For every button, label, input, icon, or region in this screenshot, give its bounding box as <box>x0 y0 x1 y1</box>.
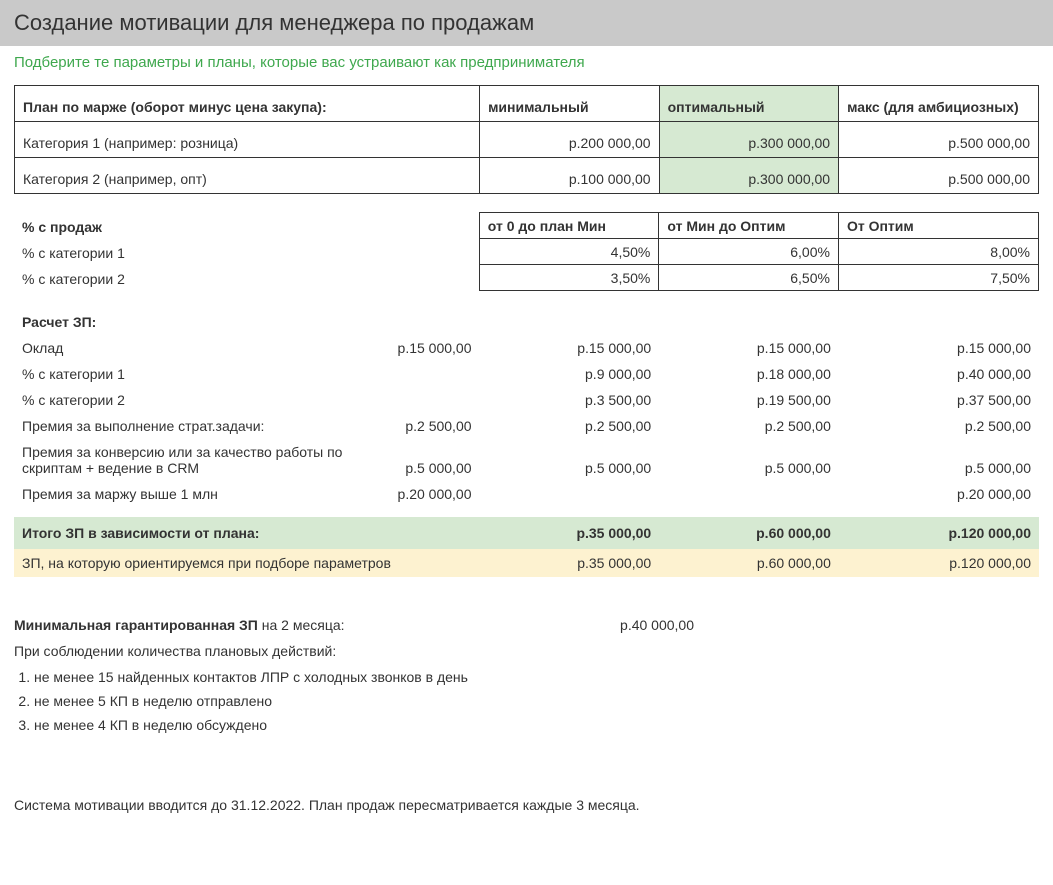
table-row: % с категории 1 р.9 000,00 р.18 000,00 р… <box>14 361 1039 387</box>
table-row: % с категории 2 р.3 500,00 р.19 500,00 р… <box>14 387 1039 413</box>
calc-label: % с категории 1 <box>14 361 361 387</box>
calc-cell: р.9 000,00 <box>480 361 660 387</box>
margin-cell: р.500 000,00 <box>839 158 1039 194</box>
calc-base: р.5 000,00 <box>361 439 479 481</box>
target-label: ЗП, на которую ориентируемся при подборе… <box>14 549 480 577</box>
margin-cell: р.300 000,00 <box>659 158 839 194</box>
list-item: не менее 15 найденных контактов ЛПР с хо… <box>34 665 1039 689</box>
calc-cell: р.5 000,00 <box>659 439 839 481</box>
calc-label: Премия за маржу выше 1 млн <box>14 481 361 507</box>
guarantee-value: р.40 000,00 <box>574 617 694 633</box>
margin-col-max: макс (для амбициозных) <box>839 86 1039 122</box>
percent-cell: 7,50% <box>838 265 1038 291</box>
salary-calc-table: Расчет ЗП: Оклад р.15 000,00 р.15 000,00… <box>14 309 1039 577</box>
margin-col-opt: оптимальный <box>659 86 839 122</box>
total-label: Итого ЗП в зависимости от плана: <box>14 517 480 549</box>
target-cell: р.60 000,00 <box>659 549 839 577</box>
conditions-list: не менее 15 найденных контактов ЛПР с хо… <box>34 665 1039 737</box>
guarantee-label-bold: Минимальная гарантированная ЗП <box>14 617 258 633</box>
percent-col-c: От Оптим <box>838 213 1038 239</box>
calc-base: р.15 000,00 <box>361 335 479 361</box>
calc-cell: р.5 000,00 <box>480 439 660 481</box>
page-title: Создание мотивации для менеджера по прод… <box>0 0 1053 46</box>
list-item: не менее 4 КП в неделю обсуждено <box>34 713 1039 737</box>
page-subtitle: Подберите те параметры и планы, которые … <box>0 46 1053 85</box>
calc-cell: р.20 000,00 <box>839 481 1039 507</box>
percent-row-label: % с категории 2 <box>14 265 479 291</box>
total-cell: р.120 000,00 <box>839 517 1039 549</box>
total-row: Итого ЗП в зависимости от плана: р.35 00… <box>14 517 1039 549</box>
target-cell: р.120 000,00 <box>839 549 1039 577</box>
margin-cell: р.200 000,00 <box>480 122 660 158</box>
percent-cell: 6,50% <box>659 265 839 291</box>
table-row: % с категории 2 3,50% 6,50% 7,50% <box>14 265 1039 291</box>
calc-base <box>361 361 479 387</box>
percent-cell: 4,50% <box>479 239 659 265</box>
calc-cell <box>480 481 660 507</box>
percent-cell: 3,50% <box>479 265 659 291</box>
guarantee-label: Минимальная гарантированная ЗП на 2 меся… <box>14 617 574 633</box>
calc-label: Премия за выполнение страт.задачи: <box>14 413 361 439</box>
footer-note: Система мотивации вводится до 31.12.2022… <box>14 797 1039 813</box>
calc-base: р.2 500,00 <box>361 413 479 439</box>
percent-title: % с продаж <box>14 213 479 239</box>
calc-label: % с категории 2 <box>14 387 361 413</box>
percent-cell: 6,00% <box>659 239 839 265</box>
margin-header-label: План по марже (оборот минус цена закупа)… <box>15 86 480 122</box>
percent-col-b: от Мин до Оптим <box>659 213 839 239</box>
table-row: Оклад р.15 000,00 р.15 000,00 р.15 000,0… <box>14 335 1039 361</box>
calc-label: Оклад <box>14 335 361 361</box>
total-cell: р.35 000,00 <box>480 517 660 549</box>
calc-cell: р.2 500,00 <box>480 413 660 439</box>
list-item: не менее 5 КП в неделю отправлено <box>34 689 1039 713</box>
calc-cell: р.2 500,00 <box>839 413 1039 439</box>
percent-row-label: % с категории 1 <box>14 239 479 265</box>
target-row: ЗП, на которую ориентируемся при подборе… <box>14 549 1039 577</box>
calc-cell: р.15 000,00 <box>480 335 660 361</box>
table-row: Премия за маржу выше 1 млн р.20 000,00 р… <box>14 481 1039 507</box>
calc-cell: р.5 000,00 <box>839 439 1039 481</box>
guarantee-block: Минимальная гарантированная ЗП на 2 меся… <box>14 617 1039 737</box>
margin-cell: р.300 000,00 <box>659 122 839 158</box>
calc-cell: р.19 500,00 <box>659 387 839 413</box>
margin-cell: р.500 000,00 <box>839 122 1039 158</box>
calc-label: Премия за конверсию или за качество рабо… <box>14 439 361 481</box>
guarantee-subtitle: При соблюдении количества плановых дейст… <box>14 643 1039 659</box>
target-cell: р.35 000,00 <box>480 549 660 577</box>
guarantee-label-tail: на 2 месяца: <box>258 617 345 633</box>
calc-cell: р.37 500,00 <box>839 387 1039 413</box>
table-row: Премия за конверсию или за качество рабо… <box>14 439 1039 481</box>
calc-cell: р.15 000,00 <box>659 335 839 361</box>
calc-cell: р.18 000,00 <box>659 361 839 387</box>
margin-cell: р.100 000,00 <box>480 158 660 194</box>
calc-cell: р.2 500,00 <box>659 413 839 439</box>
percent-cell: 8,00% <box>838 239 1038 265</box>
calc-cell: р.15 000,00 <box>839 335 1039 361</box>
table-row: Категория 1 (например: розница) р.200 00… <box>15 122 1039 158</box>
margin-plan-table: План по марже (оборот минус цена закупа)… <box>14 85 1039 194</box>
calc-cell <box>659 481 839 507</box>
table-row: Категория 2 (например, опт) р.100 000,00… <box>15 158 1039 194</box>
calc-base: р.20 000,00 <box>361 481 479 507</box>
margin-row-label: Категория 1 (например: розница) <box>15 122 480 158</box>
calc-cell: р.40 000,00 <box>839 361 1039 387</box>
margin-row-label: Категория 2 (например, опт) <box>15 158 480 194</box>
calc-cell: р.3 500,00 <box>480 387 660 413</box>
total-cell: р.60 000,00 <box>659 517 839 549</box>
table-row: % с категории 1 4,50% 6,00% 8,00% <box>14 239 1039 265</box>
calc-title: Расчет ЗП: <box>14 309 1039 335</box>
table-row: Премия за выполнение страт.задачи: р.2 5… <box>14 413 1039 439</box>
percent-col-a: от 0 до план Мин <box>479 213 659 239</box>
calc-base <box>361 387 479 413</box>
percent-sales-table: % с продаж от 0 до план Мин от Мин до Оп… <box>14 212 1039 291</box>
margin-col-min: минимальный <box>480 86 660 122</box>
